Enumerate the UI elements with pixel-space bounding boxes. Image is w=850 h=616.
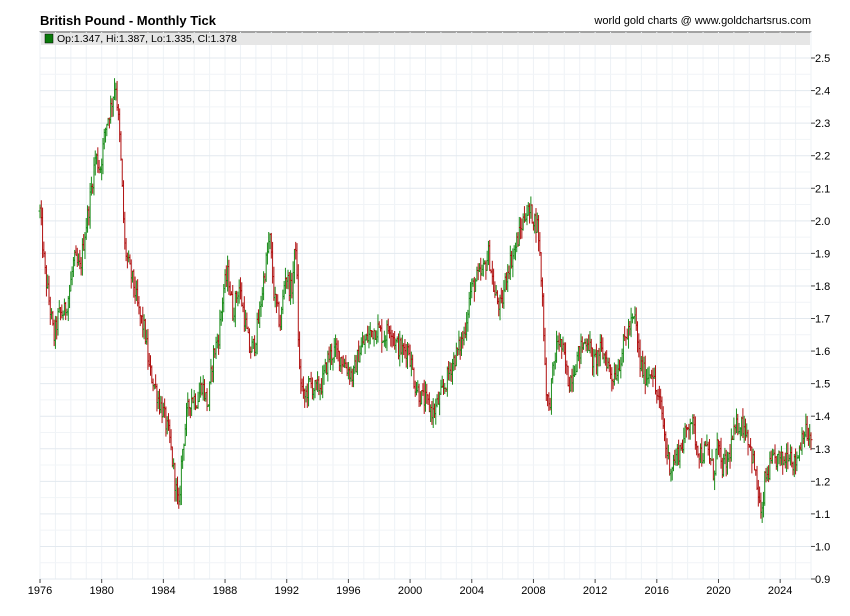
x-tick-label: 2024 — [768, 585, 792, 597]
y-tick-label: 2.3 — [815, 118, 830, 130]
ohlc-tick-down — [809, 432, 813, 451]
y-axis: 0.9 1.0 1.1 1.2 1.3 1.4 1.5 1.6 1.7 1.8 1.9 2.0 2.1 2… — [811, 53, 830, 586]
chart-credit: world gold charts @ www.goldchartsrus.co… — [594, 15, 811, 27]
y-tick-label: 0.9 — [815, 574, 830, 586]
y-tick-label: 1.3 — [815, 444, 830, 456]
y-tick-label: 1.1 — [815, 509, 830, 521]
y-tick-label: 1.6 — [815, 346, 830, 358]
x-tick-label: 2008 — [521, 585, 545, 597]
y-tick-label: 2.0 — [815, 216, 830, 228]
y-tick-label: 2.4 — [815, 86, 830, 98]
x-tick-label: 1976 — [28, 585, 52, 597]
x-tick-label: 2000 — [398, 585, 422, 597]
grid-lines — [39, 32, 812, 580]
legend-bar — [41, 33, 810, 45]
y-tick-label: 2.1 — [815, 183, 830, 195]
y-tick-label: 2.5 — [815, 53, 830, 65]
y-tick-label: 1.7 — [815, 314, 830, 326]
x-tick-label: 2004 — [460, 585, 484, 597]
chart-title: British Pound - Monthly Tick — [40, 13, 216, 28]
x-tick-label: 2012 — [583, 585, 607, 597]
legend-label: Op:1.347, Hi:1.387, Lo:1.335, Cl:1.378 — [57, 33, 237, 45]
y-tick-label: 1.2 — [815, 476, 830, 488]
legend-swatch — [44, 33, 54, 44]
x-tick-label: 1984 — [151, 585, 175, 597]
x-axis: 1976 1980 1984 1988 1992 1996 2000 2004 2008 2012… — [28, 579, 792, 597]
x-tick-label: 2020 — [706, 585, 730, 597]
x-tick-label: 1980 — [89, 585, 113, 597]
x-tick-label: 2016 — [645, 585, 669, 597]
price-ticks — [38, 78, 813, 523]
x-tick-label: 1996 — [336, 585, 360, 597]
x-tick-label: 1988 — [213, 585, 237, 597]
y-tick-label: 1.8 — [815, 281, 830, 293]
y-tick-label: 1.5 — [815, 379, 830, 391]
y-tick-label: 1.4 — [815, 411, 830, 423]
y-tick-label: 1.9 — [815, 248, 830, 260]
y-tick-label: 2.2 — [815, 151, 830, 163]
y-tick-label: 1.0 — [815, 541, 830, 553]
x-tick-label: 1992 — [274, 585, 298, 597]
